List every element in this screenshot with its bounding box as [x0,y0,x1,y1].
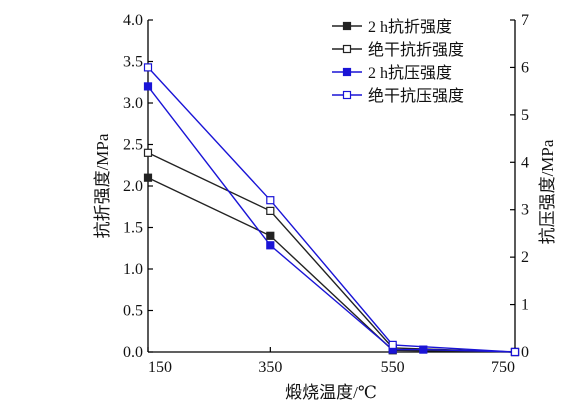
data-point [143,148,153,157]
y-left-tick-label: 1.5 [123,220,143,237]
data-point [143,82,153,91]
y-right-tick-label: 7 [521,12,529,29]
y-left-tick-label: 4.0 [123,12,143,29]
data-point [266,231,275,240]
series-line [147,177,516,353]
y-right-tick-label: 4 [521,154,529,171]
legend-label: 绝干抗压强度 [368,87,464,105]
legend-label: 绝干抗折强度 [368,41,464,59]
data-point [143,63,153,72]
x-tick-label: 150 [148,359,172,376]
legend-marker [342,67,352,77]
x-tick-label: 350 [258,359,282,376]
y-left-tick-label: 3.5 [123,54,143,71]
y-left-tick-label: 2.5 [123,137,143,154]
data-point [266,241,275,250]
data-point [510,347,520,357]
data-point [419,345,428,354]
y-right-tick-label: 1 [521,297,529,314]
data-point [388,340,397,349]
legend-marker [342,90,352,100]
x-axis-title: 煅烧温度/℃ [285,383,377,402]
data-point [266,196,275,205]
y-left-tick-label: 2.0 [123,178,143,195]
series-lines [147,66,516,353]
y-left-axis-title: 抗折强度/MPa [93,133,112,238]
legend-label: 2 h抗折强度 [368,18,452,36]
x-tick-label: 550 [381,359,405,376]
y-right-tick-label: 5 [521,107,529,124]
series-markers [143,63,520,357]
ticks: 0.0 0.5 1.0 1.5 2.0 2.5 3.0 3.5 4.0 0 1 2 3 4 5 6 7 150 35… [123,12,529,376]
y-left-tick-label: 0.0 [123,344,143,361]
x-tick-label: 750 [491,359,515,376]
legend-marker [342,44,352,54]
series-line [147,66,516,353]
y-left-tick-label: 3.0 [123,95,143,112]
legend-marker [342,21,352,31]
series-line [147,152,516,353]
y-left-tick-label: 0.5 [123,303,143,320]
axes [147,20,516,353]
y-right-tick-label: 6 [521,59,529,76]
data-point [266,206,275,215]
data-point [143,173,153,182]
y-right-tick-label: 2 [521,249,529,266]
y-right-tick-label: 3 [521,202,529,219]
legend-label: 2 h抗压强度 [368,64,452,82]
y-right-axis-title: 抗压强度/MPa [538,139,557,244]
y-right-tick-label: 0 [521,344,529,361]
y-left-tick-label: 1.0 [123,261,143,278]
